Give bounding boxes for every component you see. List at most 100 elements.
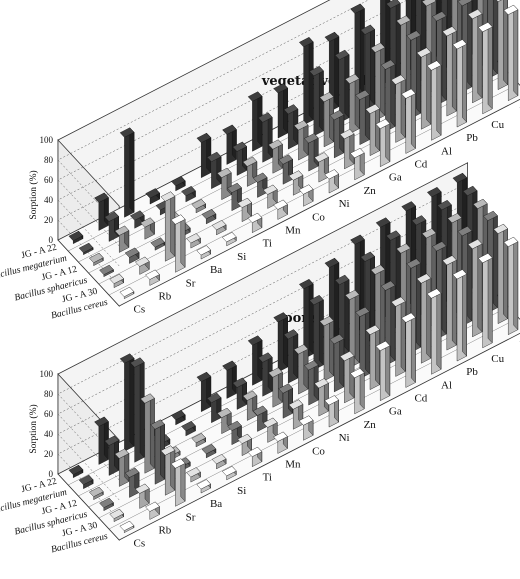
bar-top-face [252, 172, 268, 183]
bar-top-face [247, 335, 263, 346]
bar-side-face [283, 311, 288, 368]
bar [150, 237, 166, 251]
bar [247, 446, 263, 468]
bar-side-face [129, 127, 135, 213]
bar-top-face [160, 445, 176, 456]
y-tick-label: 0 [49, 235, 54, 245]
series-label: Bacillus cereus [50, 298, 109, 322]
bar [124, 467, 140, 498]
bar-top-face [237, 197, 253, 208]
bar [298, 184, 314, 207]
bar-side-face [503, 0, 508, 86]
bar-top-face [467, 9, 483, 20]
bar-top-face [206, 392, 222, 403]
bar-top-face [104, 211, 120, 222]
bar-side-face [503, 223, 508, 320]
bar [68, 464, 84, 479]
bar-top-face [222, 124, 237, 135]
bar-top-face [349, 368, 365, 379]
bar-top-face [104, 435, 120, 446]
bar-top-face [114, 448, 130, 459]
bar [186, 232, 201, 249]
bar-top-face [426, 187, 442, 198]
bar-top-face [247, 91, 263, 102]
bar [375, 118, 391, 168]
category-label: Al [441, 379, 452, 391]
bar-side-face [487, 252, 493, 344]
bar-top-face [221, 232, 237, 243]
bar [416, 47, 432, 130]
bar-top-face [94, 192, 109, 203]
bar [247, 212, 263, 234]
bar-side-face [180, 214, 186, 268]
bar [309, 65, 324, 137]
bar [365, 103, 381, 157]
bar-top-face [119, 127, 135, 138]
bar [119, 520, 135, 534]
bar-top-face [196, 132, 212, 143]
bar-top-face [283, 329, 299, 340]
bar [160, 445, 176, 496]
bar-top-face [298, 184, 314, 195]
bar [273, 199, 288, 220]
bar [242, 156, 258, 187]
bar-top-face [503, 4, 519, 15]
bar [201, 208, 217, 225]
bar-top-face [232, 377, 248, 388]
bar-top-face [278, 383, 294, 394]
bar [191, 198, 207, 214]
bar-top-face [99, 264, 114, 275]
category-label: Ba [210, 264, 222, 276]
category-label: Pb [466, 132, 478, 144]
bar-top-face [181, 186, 196, 197]
bar [483, 210, 498, 314]
bar-top-face [247, 446, 263, 457]
bar-side-face [334, 31, 340, 108]
bar [150, 419, 166, 485]
bar-top-face [375, 217, 391, 228]
bar [273, 82, 289, 139]
bar-top-face [477, 22, 493, 33]
y-tick-label: 20 [44, 215, 54, 225]
bar-side-face [365, 89, 370, 141]
bar-top-face [442, 255, 457, 266]
category-label: Cs [133, 538, 145, 550]
y-tick-label: 0 [49, 469, 54, 479]
category-label: Ga [389, 406, 402, 418]
bar-side-face [319, 294, 324, 366]
bar-side-face [493, 0, 498, 75]
bar-top-face [390, 74, 406, 85]
category-label: Cs [133, 304, 145, 316]
bar-top-face [278, 154, 294, 165]
bar-top-face [467, 239, 483, 250]
bar-top-face [483, 210, 498, 221]
bar-top-face [242, 156, 258, 167]
bar [493, 223, 509, 325]
bar-top-face [186, 467, 201, 478]
bar-top-face [457, 226, 473, 237]
bar [145, 269, 160, 286]
bar-side-face [129, 353, 135, 447]
bar [119, 353, 135, 452]
bar-top-face [78, 474, 94, 485]
bar-top-face [109, 508, 125, 519]
bar [355, 89, 370, 146]
bar-top-face [457, 0, 473, 7]
bar-top-face [309, 295, 324, 306]
bar-top-face [268, 367, 283, 378]
bar-top-face [109, 273, 125, 284]
y-tick-label: 100 [40, 369, 54, 379]
bar-top-face [324, 257, 340, 268]
category-label: Si [237, 251, 246, 263]
bar-top-face [309, 66, 324, 77]
bar [88, 252, 104, 267]
bar [145, 501, 160, 520]
bar-top-face [452, 172, 468, 183]
bar-side-face [477, 8, 483, 99]
bar-top-face [124, 247, 140, 258]
category-label: Rb [158, 291, 171, 303]
category-label: Al [441, 145, 452, 157]
bar-top-face [385, 0, 401, 9]
bar-top-face [216, 167, 232, 178]
bar [334, 49, 350, 124]
